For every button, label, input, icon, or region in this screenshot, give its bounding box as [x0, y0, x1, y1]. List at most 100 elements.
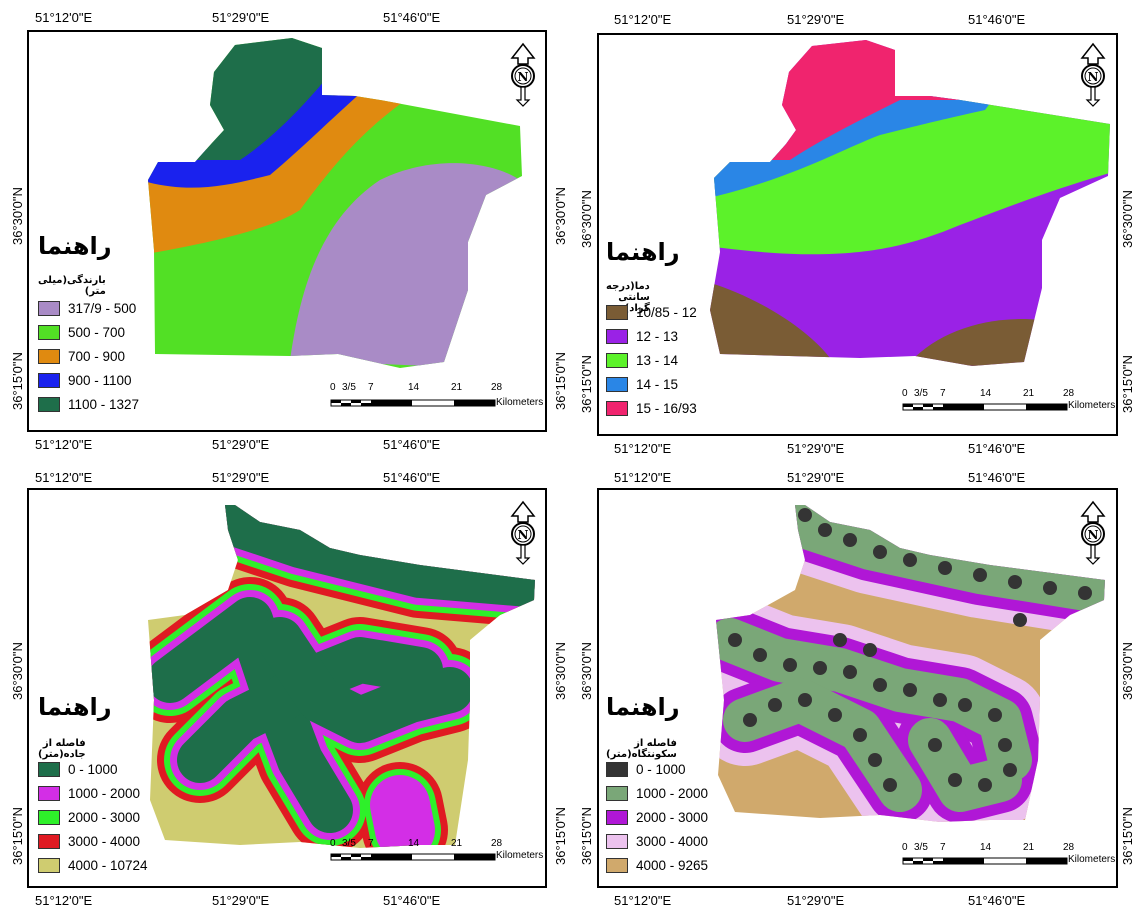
- scale-tick: 0: [330, 838, 336, 849]
- legend-swatch: [38, 300, 60, 316]
- top-lon-label: 51°46'0"E: [383, 10, 441, 25]
- legend-title: راهنما: [38, 232, 112, 260]
- legend-swatch: [38, 348, 60, 364]
- scale-tick: 28: [1063, 842, 1075, 853]
- legend-item: 3000 - 4000: [38, 832, 140, 850]
- legend-label: 1000 - 2000: [636, 785, 709, 801]
- top-lon-label: 51°29'0"E: [787, 470, 845, 485]
- legend-subtitle: فاصله از سکونتگاه(متر): [606, 738, 677, 760]
- bottom-lon-label: 51°29'0"E: [787, 441, 845, 456]
- legend-label: 2000 - 3000: [636, 809, 709, 825]
- top-lon-label: 51°46'0"E: [383, 470, 441, 485]
- top-lon-label: 51°12'0"E: [614, 470, 672, 485]
- legend-label: 10/85 - 12: [636, 304, 697, 320]
- zone-1085-12: [910, 319, 1040, 366]
- scale-tick: 14: [408, 838, 420, 849]
- legend-item: 3000 - 4000: [606, 832, 708, 850]
- top-lon-label: 51°46'0"E: [968, 470, 1026, 485]
- top-lon-label: 51°29'0"E: [787, 12, 845, 27]
- temperature-map: [710, 40, 1110, 366]
- top-lon-label: 51°29'0"E: [212, 470, 270, 485]
- legend-label: 3000 - 4000: [636, 833, 709, 849]
- top-lon-label: 51°46'0"E: [968, 12, 1026, 27]
- legend-item: 15 - 16/93: [606, 399, 697, 417]
- legend-item: 317/9 - 500: [38, 299, 136, 317]
- legend-label: 3000 - 4000: [68, 833, 141, 849]
- legend-label: 13 - 14: [636, 352, 679, 368]
- bottom-lon-label: 51°46'0"E: [968, 441, 1026, 456]
- legend-label: 1100 - 1327: [68, 396, 140, 412]
- scale-tick: 14: [980, 842, 992, 853]
- legend-swatch: [38, 785, 60, 801]
- bottom-lon-label: 51°46'0"E: [383, 437, 441, 452]
- scale-bar-graphic: [902, 857, 1068, 865]
- scale-tick: 3/5: [342, 838, 356, 849]
- legend-item: 1000 - 2000: [606, 784, 708, 802]
- legend-label: 15 - 16/93: [636, 400, 697, 416]
- legend-swatch: [606, 857, 628, 873]
- scale-unit: Kilometers: [496, 850, 544, 861]
- legend-label: 500 - 700: [68, 324, 126, 340]
- legend-item: 4000 - 9265: [606, 856, 708, 874]
- svg-text:N: N: [1088, 528, 1099, 542]
- north-arrow-icon: N: [510, 500, 536, 565]
- zone-700-900: [148, 90, 420, 255]
- legend-swatch: [38, 396, 60, 412]
- legend-item: 12 - 13: [606, 327, 678, 345]
- scale-tick: 21: [1023, 842, 1035, 853]
- legend-swatch: [38, 833, 60, 849]
- bottom-lon-label: 51°29'0"E: [212, 893, 270, 908]
- legend-label: 12 - 13: [636, 328, 679, 344]
- legend-item: 2000 - 3000: [38, 808, 140, 826]
- scale-tick: 0: [330, 382, 336, 393]
- top-lon-label: 51°12'0"E: [614, 12, 672, 27]
- legend-label: 2000 - 3000: [68, 809, 141, 825]
- bottom-lon-label: 51°29'0"E: [787, 893, 845, 908]
- legend-swatch: [606, 400, 628, 416]
- north-arrow-icon: N: [1080, 42, 1106, 107]
- scale-bar: 0 3/5 7 14 21 28 Kilometers: [902, 842, 1117, 872]
- scale-tick: 21: [1023, 388, 1035, 399]
- bottom-lon-label: 51°12'0"E: [614, 441, 672, 456]
- legend-swatch: [606, 304, 628, 320]
- scale-tick: 14: [980, 388, 992, 399]
- scale-tick: 7: [368, 382, 374, 393]
- top-lon-label: 51°12'0"E: [35, 10, 93, 25]
- bottom-lon-label: 51°12'0"E: [35, 893, 93, 908]
- legend-label: 1000 - 2000: [68, 785, 141, 801]
- legend-subtitle: بارندگی(میلی متر): [38, 275, 106, 297]
- legend-item: 0 - 1000: [38, 760, 118, 778]
- legend-swatch: [38, 324, 60, 340]
- legend-item: 1000 - 2000: [38, 784, 140, 802]
- road-distance-map: [148, 505, 535, 848]
- scale-tick: 28: [1063, 388, 1075, 399]
- legend-label: 0 - 1000: [636, 761, 686, 777]
- legend-label: 317/9 - 500: [68, 300, 137, 316]
- legend-item: 700 - 900: [38, 347, 125, 365]
- legend-swatch: [606, 376, 628, 392]
- legend-label: 700 - 900: [68, 348, 126, 364]
- scale-bar-graphic: [330, 399, 496, 407]
- legend-swatch: [38, 372, 60, 388]
- rainfall-map: [148, 38, 522, 368]
- zone-13-14: [710, 95, 1110, 255]
- scale-unit: Kilometers: [1068, 854, 1116, 865]
- scale-bar-graphic: [902, 403, 1068, 411]
- scale-unit: Kilometers: [496, 397, 544, 408]
- bottom-lon-label: 51°12'0"E: [35, 437, 93, 452]
- legend-title: راهنما: [606, 693, 680, 721]
- bottom-lon-label: 51°29'0"E: [212, 437, 270, 452]
- legend-subtitle: دما(درجه سانتی گراد): [606, 281, 650, 314]
- scale-tick: 3/5: [342, 382, 356, 393]
- legend-item: 2000 - 3000: [606, 808, 708, 826]
- legend-item: 10/85 - 12: [606, 303, 697, 321]
- scale-tick: 21: [451, 838, 463, 849]
- legend-label: 4000 - 10724: [68, 857, 148, 873]
- scale-tick: 21: [451, 382, 463, 393]
- top-lon-label: 51°12'0"E: [35, 470, 93, 485]
- legend-swatch: [606, 352, 628, 368]
- scale-tick: 3/5: [914, 842, 928, 853]
- legend-title: راهنما: [38, 693, 112, 721]
- scale-tick: 28: [491, 382, 503, 393]
